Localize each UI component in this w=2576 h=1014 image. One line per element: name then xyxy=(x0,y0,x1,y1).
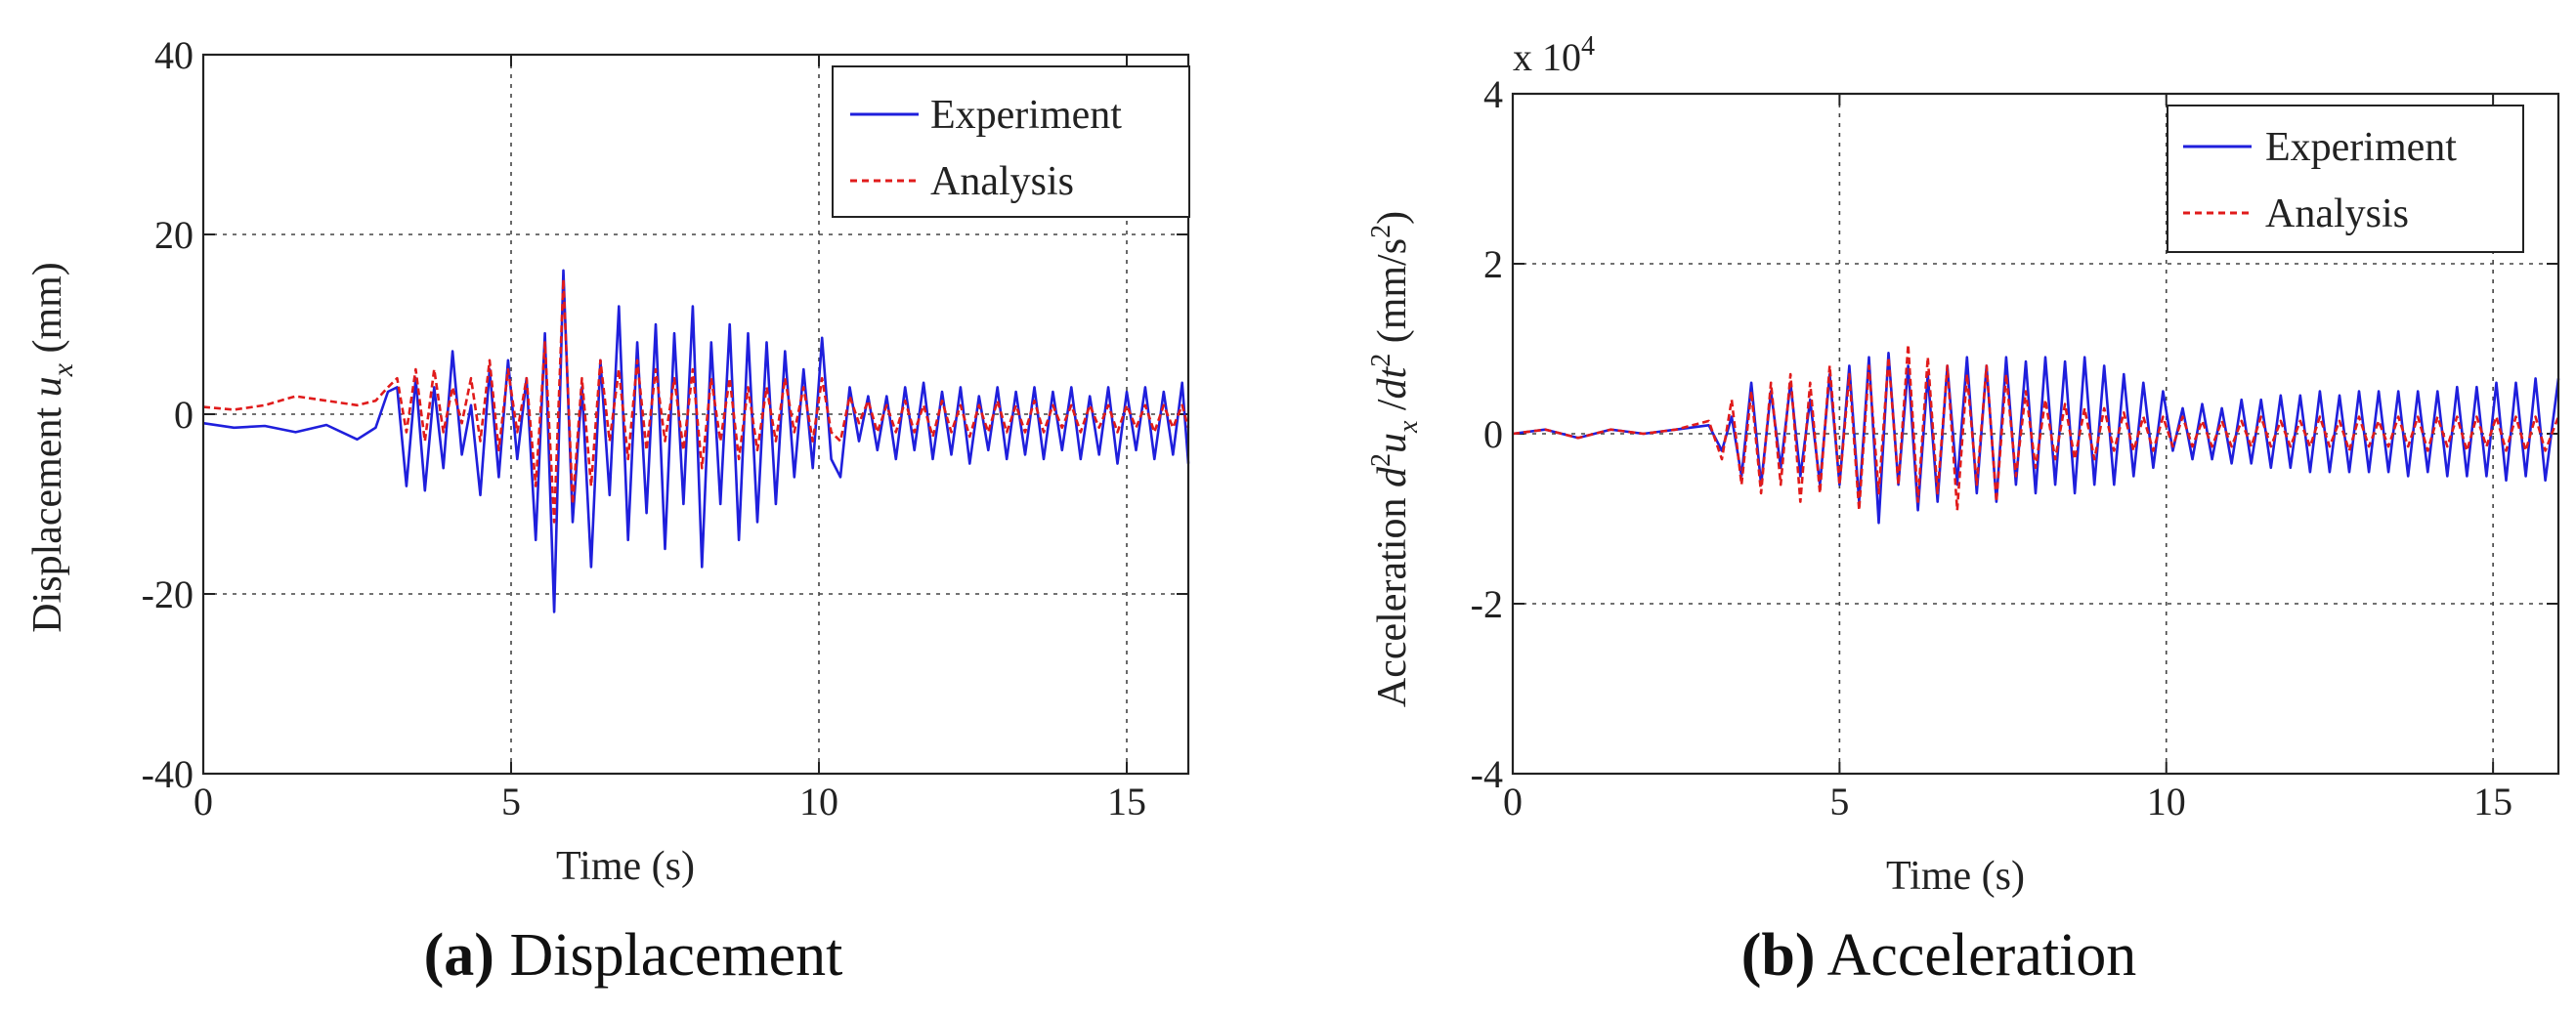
scale-base: x 10 xyxy=(1513,35,1581,79)
legend-label-analysis-b: Analysis xyxy=(2265,191,2409,236)
y-tick-label-20: 20 xyxy=(154,213,193,257)
panel-b-caption: (b) Acceleration xyxy=(1741,922,2137,989)
panel-b-y-axis-label: Acceleration d2ux /dt2 (mm/s2) xyxy=(1366,211,1424,707)
panel-a-x-axis-label: Time (s) xyxy=(556,844,695,889)
ylabel-b-prefix: Acceleration xyxy=(1370,487,1415,707)
panel-b-scale-multiplier: x 104 xyxy=(1513,31,1595,79)
ylabel-b-units-close: ) xyxy=(1370,211,1415,225)
x-tick-label-15: 15 xyxy=(2473,780,2512,824)
legend-label-experiment-b: Experiment xyxy=(2265,125,2457,170)
ylabel-b-u: u xyxy=(1370,433,1415,453)
panel-a-series xyxy=(202,269,1190,613)
series-line-analysis-a xyxy=(202,277,1190,524)
panel-b-plot-frame xyxy=(1511,92,2560,776)
panel-b-legend: Experiment Analysis xyxy=(2167,105,2524,253)
y-tick-label-40: 40 xyxy=(154,33,193,77)
series-line-analysis-b xyxy=(1512,343,2560,512)
ylabel-a-prefix: Displacement xyxy=(25,397,70,632)
ylabel-b-dt-sup: 2 xyxy=(1366,354,1396,367)
x-tick-label-10: 10 xyxy=(2147,780,2186,824)
legend-label-analysis: Analysis xyxy=(930,159,1074,204)
panel-a-legend: Experiment Analysis xyxy=(832,65,1190,218)
ylabel-b-slash: / xyxy=(1370,399,1415,421)
x-tick-label-0: 0 xyxy=(1503,780,1523,824)
ylabel-b-d: d xyxy=(1370,466,1415,487)
x-tick-label-0: 0 xyxy=(193,780,213,824)
x-tick-label-10: 10 xyxy=(799,780,838,824)
ylabel-b-units-sup: 2 xyxy=(1366,225,1396,238)
x-tick-label-5: 5 xyxy=(1829,780,1849,824)
scale-exponent: 4 xyxy=(1581,31,1595,62)
panel-b-x-axis-label: Time (s) xyxy=(1886,854,2025,899)
x-tick-label-5: 5 xyxy=(501,780,521,824)
ylabel-a-units: (mm) xyxy=(25,262,70,363)
ylabel-a-symbol: u xyxy=(25,376,70,397)
y-tick-label-0: 0 xyxy=(1483,412,1503,456)
caption-b-text: Acceleration xyxy=(1816,922,2137,989)
ylabel-b-dt: dt xyxy=(1370,365,1415,399)
caption-b-letter: (b) xyxy=(1741,922,1816,989)
caption-a-text: Displacement xyxy=(494,922,842,989)
legend-label-experiment: Experiment xyxy=(930,93,1122,138)
y-tick-label-0: 0 xyxy=(174,393,193,437)
y-tick-label--20: -20 xyxy=(142,572,193,616)
y-tick-label-4: 4 xyxy=(1483,72,1503,116)
panel-a-caption: (a) Displacement xyxy=(424,922,843,989)
ylabel-b-d-sup: 2 xyxy=(1366,453,1396,467)
y-tick-label--4: -4 xyxy=(1471,752,1503,796)
x-tick-label-15: 15 xyxy=(1107,780,1146,824)
panel-a-tick-labels: 0 5 10 15 -40 -20 0 20 40 xyxy=(142,33,1146,824)
panel-a-plot-frame xyxy=(201,53,1190,776)
ylabel-a-subscript: x xyxy=(47,362,79,377)
y-tick-label--40: -40 xyxy=(142,752,193,796)
ylabel-b-units-open: (mm/s xyxy=(1370,238,1415,354)
panel-b-series xyxy=(1512,343,2560,525)
panel-a-y-axis-label: Displacement ux (mm) xyxy=(25,262,79,633)
caption-a-letter: (a) xyxy=(424,922,494,989)
y-tick-label-2: 2 xyxy=(1483,242,1503,286)
y-tick-label--2: -2 xyxy=(1471,582,1503,626)
ylabel-b-sub: x xyxy=(1394,420,1424,434)
panel-b-tick-labels: 0 5 10 15 -4 -2 0 2 4 xyxy=(1471,72,2512,824)
series-line-experiment-a xyxy=(202,269,1190,613)
